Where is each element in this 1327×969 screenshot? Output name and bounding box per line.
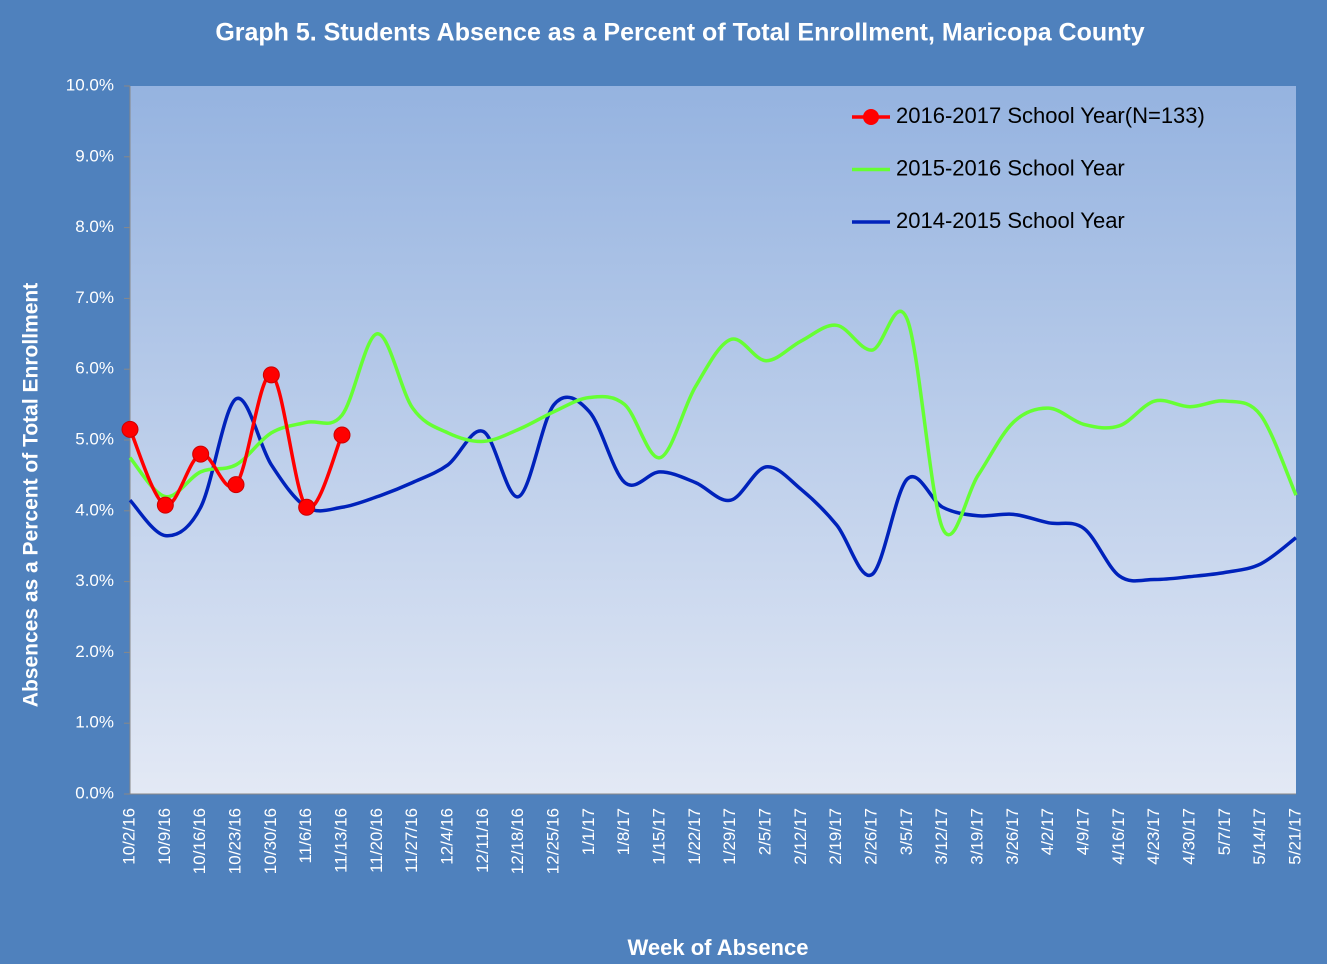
- plot-area: [130, 86, 1296, 794]
- x-tick-label: 2/12/17: [791, 808, 810, 865]
- x-tick-label: 4/2/17: [1038, 808, 1057, 855]
- y-tick-label: 6.0%: [75, 359, 114, 378]
- x-tick-label: 2/5/17: [755, 808, 774, 855]
- x-tick-label: 5/21/17: [1285, 808, 1304, 865]
- series-line: [128, 309, 1298, 537]
- y-tick-label: 9.0%: [75, 146, 114, 165]
- y-tick-label: 1.0%: [75, 713, 114, 732]
- x-tick-label: 5/7/17: [1215, 808, 1234, 855]
- x-axis-title: Week of Absence: [628, 935, 809, 960]
- legend-marker: [863, 109, 879, 125]
- x-tick-label: 1/1/17: [579, 808, 598, 855]
- y-tick-label: 0.0%: [75, 783, 114, 802]
- x-tick-label: 4/23/17: [1144, 808, 1163, 865]
- chart-title: Graph 5. Students Absence as a Percent o…: [215, 19, 1144, 47]
- y-tick-label: 10.0%: [66, 75, 114, 94]
- x-tick-label: 10/30/16: [261, 808, 280, 874]
- x-tick-label: 1/22/17: [685, 808, 704, 865]
- x-tick-label: 11/20/16: [367, 808, 386, 873]
- x-tick-label: 10/23/16: [225, 808, 244, 874]
- legend-label: 2016-2017 School Year(N=133): [896, 103, 1205, 128]
- x-tick-label: 12/18/16: [508, 808, 527, 874]
- x-tick-label: 3/26/17: [1003, 808, 1022, 865]
- y-tick-label: 5.0%: [75, 429, 114, 448]
- x-tick-label: 4/30/17: [1179, 808, 1198, 865]
- x-tick-label: 10/2/16: [119, 808, 138, 865]
- series-line: [128, 395, 1298, 583]
- x-tick-label: 4/9/17: [1073, 808, 1092, 855]
- legend-label: 2015-2016 School Year: [896, 155, 1125, 180]
- y-tick-label: 7.0%: [75, 288, 114, 307]
- data-point: [333, 426, 351, 444]
- data-point: [192, 445, 210, 463]
- y-tick-label: 3.0%: [75, 571, 114, 590]
- x-tick-label: 11/13/16: [331, 808, 350, 873]
- x-tick-label: 1/15/17: [649, 808, 668, 865]
- y-axis-title: Absences as a Percent of Total Enrollmen…: [20, 283, 43, 707]
- x-tick-label: 10/9/16: [155, 808, 174, 865]
- x-tick-label: 2/19/17: [826, 808, 845, 865]
- y-tick-label: 4.0%: [75, 500, 114, 519]
- x-tick-label: 1/29/17: [720, 808, 739, 865]
- x-tick-label: 12/4/16: [437, 808, 456, 865]
- x-tick-label: 4/16/17: [1109, 808, 1128, 865]
- data-point: [298, 498, 316, 516]
- data-point: [227, 476, 245, 494]
- x-tick-label: 10/16/16: [190, 808, 209, 874]
- x-tick-label: 12/11/16: [473, 808, 492, 873]
- y-tick-label: 2.0%: [75, 642, 114, 661]
- x-tick-label: 1/8/17: [614, 808, 633, 855]
- x-tick-label: 12/25/16: [543, 808, 562, 874]
- x-tick-label: 5/14/17: [1250, 808, 1269, 865]
- x-tick-label: 3/12/17: [932, 808, 951, 865]
- x-tick-label: 2/26/17: [861, 808, 880, 865]
- legend-label: 2014-2015 School Year: [896, 208, 1125, 233]
- x-tick-label: 11/27/16: [402, 808, 421, 873]
- x-tick-label: 3/19/17: [967, 808, 986, 865]
- data-point: [262, 366, 280, 384]
- y-tick-label: 8.0%: [75, 217, 114, 236]
- x-tick-label: 3/5/17: [897, 808, 916, 855]
- data-point: [121, 420, 139, 438]
- data-point: [156, 496, 174, 514]
- x-tick-label: 11/6/16: [296, 808, 315, 863]
